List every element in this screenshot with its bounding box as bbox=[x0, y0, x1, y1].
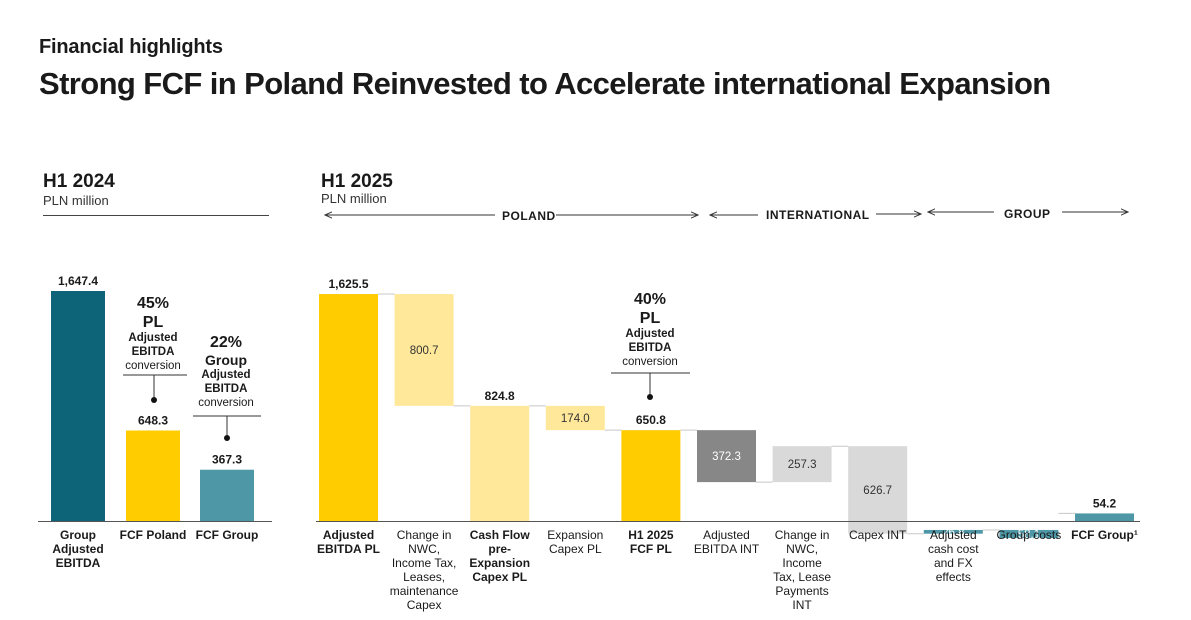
page-title: Strong FCF in Poland Reinvested to Accel… bbox=[39, 66, 1051, 101]
category-2025-expansion-capex-pl-line-1: Capex PL bbox=[549, 542, 602, 556]
bar-2025-cash-flow-pre-expansion-capex-pl-value: 824.8 bbox=[485, 389, 515, 403]
bar-2025-capex-int-value: 626.7 bbox=[863, 485, 892, 497]
conversion-pl-2024: 45% PL Adjusted EBITDA conversion bbox=[114, 294, 192, 374]
category-2025-expansion-capex-pl-line-0: Expansion bbox=[547, 528, 603, 542]
bar-2025-change-in-nwc-income-tax-lease-payments-int bbox=[772, 446, 832, 483]
segment-group-label: GROUP bbox=[1000, 207, 1055, 221]
conversion-group-2024-sub2: EBITDA bbox=[204, 382, 248, 395]
category-2025-cash-flow-pre-expansion-capex-pl-line-3: Capex PL bbox=[472, 570, 527, 584]
category-2025-change-in-nwc-income-tax-lease-payments-int-line-3: Tax, Lease bbox=[773, 570, 831, 584]
category-2025-h1-2025-fcf-pl-line-0: H1 2025 bbox=[628, 528, 674, 542]
category-2025-change-in-nwc-income-tax-lease-payments-int-line-4: Payments bbox=[775, 584, 828, 598]
category-2025-change-in-nwc-income-tax-leases-maintenance-capex-line-0: Change in bbox=[397, 528, 452, 542]
category-2024-group-adjusted-ebitda-line-2: EBITDA bbox=[56, 556, 101, 570]
divider-left bbox=[43, 215, 269, 216]
bar-2025-adjusted-cash-cost-and-fx-effects bbox=[923, 529, 983, 534]
bar-2025-adjusted-ebitda-int-value: 372.3 bbox=[712, 451, 741, 463]
category-2025-h1-2025-fcf-pl-line-1: FCF PL bbox=[630, 542, 672, 556]
category-2024-fcf-group-line-0: FCF Group bbox=[196, 528, 259, 542]
conversion-pl-2025-who: PL bbox=[639, 310, 661, 328]
category-2025-change-in-nwc-income-tax-lease-payments-int-line-1: NWC, bbox=[786, 542, 818, 556]
bar-2024-group-adjusted-ebitda bbox=[51, 291, 105, 521]
callout-dot-group-2024 bbox=[224, 435, 230, 441]
category-2025-adjusted-cash-cost-and-fx-effects-line-3: effects bbox=[936, 570, 971, 584]
category-2025-cash-flow-pre-expansion-capex-pl-line-2: Expansion bbox=[469, 556, 530, 570]
callout-dot-pl-2024 bbox=[151, 397, 157, 403]
conversion-pl-2024-sub2: EBITDA bbox=[131, 346, 175, 359]
bar-2025-fcf-group-value: 54.2 bbox=[1093, 496, 1117, 510]
bar-2024-fcf-poland-value: 648.3 bbox=[138, 413, 168, 427]
category-2025-change-in-nwc-income-tax-leases-maintenance-capex-line-4: maintenance bbox=[390, 584, 459, 598]
category-2025-change-in-nwc-income-tax-leases-maintenance-capex-line-5: Capex bbox=[407, 598, 442, 612]
unit-left: PLN million bbox=[43, 193, 109, 208]
bar-2025-capex-int bbox=[848, 446, 908, 534]
category-2025-adjusted-cash-cost-and-fx-effects-line-2: and FX bbox=[934, 556, 973, 570]
bar-2024-group-adjusted-ebitda-value: 1,647.4 bbox=[58, 274, 98, 288]
period-h1-2025: H1 2025 bbox=[321, 171, 393, 192]
category-2025-adjusted-ebitda-int-line-0: Adjusted bbox=[703, 528, 750, 542]
category-2025-adjusted-ebitda-pl-line-1: EBITDA PL bbox=[317, 542, 380, 556]
category-2025-change-in-nwc-income-tax-leases-maintenance-capex-line-2: Income Tax, bbox=[392, 556, 456, 570]
category-2025-adjusted-ebitda-pl-line-0: Adjusted bbox=[323, 528, 374, 542]
bar-2025-adjusted-ebitda-int bbox=[697, 430, 756, 483]
conversion-pl-2024-sub1: Adjusted bbox=[128, 332, 178, 345]
conversion-group-2024-sub1: Adjusted bbox=[201, 368, 251, 381]
category-2025-adjusted-cash-cost-and-fx-effects-line-1: cash cost bbox=[928, 542, 979, 556]
category-2025-change-in-nwc-income-tax-leases-maintenance-capex-line-3: Leases, bbox=[403, 570, 445, 584]
category-2025-change-in-nwc-income-tax-lease-payments-int-line-2: Income bbox=[782, 556, 822, 570]
segment-poland-label: POLAND bbox=[498, 209, 560, 223]
conversion-pl-2024-conv: conversion bbox=[125, 359, 181, 372]
bar-2025-expansion-capex-pl-value: 174.0 bbox=[561, 413, 590, 425]
category-2025-change-in-nwc-income-tax-lease-payments-int-line-0: Change in bbox=[775, 528, 830, 542]
callout-dot-pl-2025 bbox=[647, 394, 653, 400]
category-2024-group-adjusted-ebitda-line-0: Group bbox=[60, 528, 96, 542]
category-2025-capex-int-line-0: Capex INT bbox=[849, 528, 907, 542]
category-2025-fcf-group-line-0: FCF Group¹ bbox=[1071, 528, 1138, 542]
conversion-pl-2025-conv: conversion bbox=[622, 355, 678, 368]
category-2025-cash-flow-pre-expansion-capex-pl-line-1: pre- bbox=[488, 542, 511, 556]
bar-2025-group-costs-value: 58.1 bbox=[1018, 529, 1040, 541]
bar-2025-cash-flow-pre-expansion-capex-pl bbox=[470, 405, 530, 521]
bar-2025-fcf-group bbox=[1075, 513, 1134, 521]
bar-2024-fcf-group-value: 367.3 bbox=[212, 453, 242, 467]
bar-2024-fcf-group bbox=[200, 469, 254, 521]
conversion-group-2024-conv: conversion bbox=[198, 396, 254, 409]
category-2025-change-in-nwc-income-tax-lease-payments-int-line-5: INT bbox=[792, 598, 812, 612]
bar-2025-adjusted-ebitda-pl bbox=[319, 294, 378, 521]
conversion-pl-2025-sub2: EBITDA bbox=[628, 342, 672, 355]
unit-right: PLN million bbox=[321, 191, 387, 206]
conversion-group-2024-who: Group bbox=[205, 352, 247, 369]
kicker: Financial highlights bbox=[39, 36, 223, 58]
conversion-group-2024: 22% Group Adjusted EBITDA conversion bbox=[188, 333, 264, 410]
category-2024-group-adjusted-ebitda-line-1: Adjusted bbox=[52, 542, 103, 556]
bar-2025-adjusted-cash-cost-and-fx-effects-value: 26.8 bbox=[942, 527, 964, 539]
category-2025-change-in-nwc-income-tax-leases-maintenance-capex-line-1: NWC, bbox=[408, 542, 440, 556]
category-2025-adjusted-ebitda-int-line-1: EBITDA INT bbox=[694, 542, 760, 556]
conversion-group-2024-pct: 22% bbox=[209, 334, 243, 351]
category-2025-cash-flow-pre-expansion-capex-pl-line-0: Cash Flow bbox=[470, 528, 531, 542]
bar-2025-change-in-nwc-income-tax-leases-maintenance-capex-value: 800.7 bbox=[410, 345, 439, 357]
category-2024-fcf-poland-line-0: FCF Poland bbox=[120, 528, 187, 542]
conversion-pl-2025-sub1: Adjusted bbox=[625, 328, 675, 341]
category-2025-adjusted-cash-cost-and-fx-effects-line-0: Adjusted bbox=[930, 528, 977, 542]
bar-2025-change-in-nwc-income-tax-lease-payments-int-value: 257.3 bbox=[788, 459, 817, 471]
bar-2025-h1-2025-fcf-pl-value: 650.8 bbox=[636, 413, 666, 427]
category-2025-group-costs-line-0: Group costs bbox=[997, 528, 1062, 542]
conversion-pl-2025: 40% PL Adjusted EBITDA conversion bbox=[610, 290, 690, 370]
bar-2025-group-costs bbox=[999, 529, 1059, 539]
bar-2025-adjusted-ebitda-pl-value: 1,625.5 bbox=[328, 277, 368, 291]
period-h1-2024: H1 2024 bbox=[43, 171, 115, 192]
conversion-pl-2025-pct: 40% bbox=[633, 291, 667, 308]
segment-arrows bbox=[123, 212, 1128, 441]
conversion-pl-2024-pct: 45% bbox=[136, 295, 170, 312]
bar-2025-h1-2025-fcf-pl bbox=[621, 430, 681, 521]
bar-2025-expansion-capex-pl bbox=[545, 405, 605, 431]
bar-2025-change-in-nwc-income-tax-leases-maintenance-capex bbox=[394, 294, 454, 406]
segment-international-label: INTERNATIONAL bbox=[762, 208, 874, 222]
bar-2024-fcf-poland bbox=[126, 430, 180, 521]
conversion-pl-2024-who: PL bbox=[142, 314, 164, 332]
